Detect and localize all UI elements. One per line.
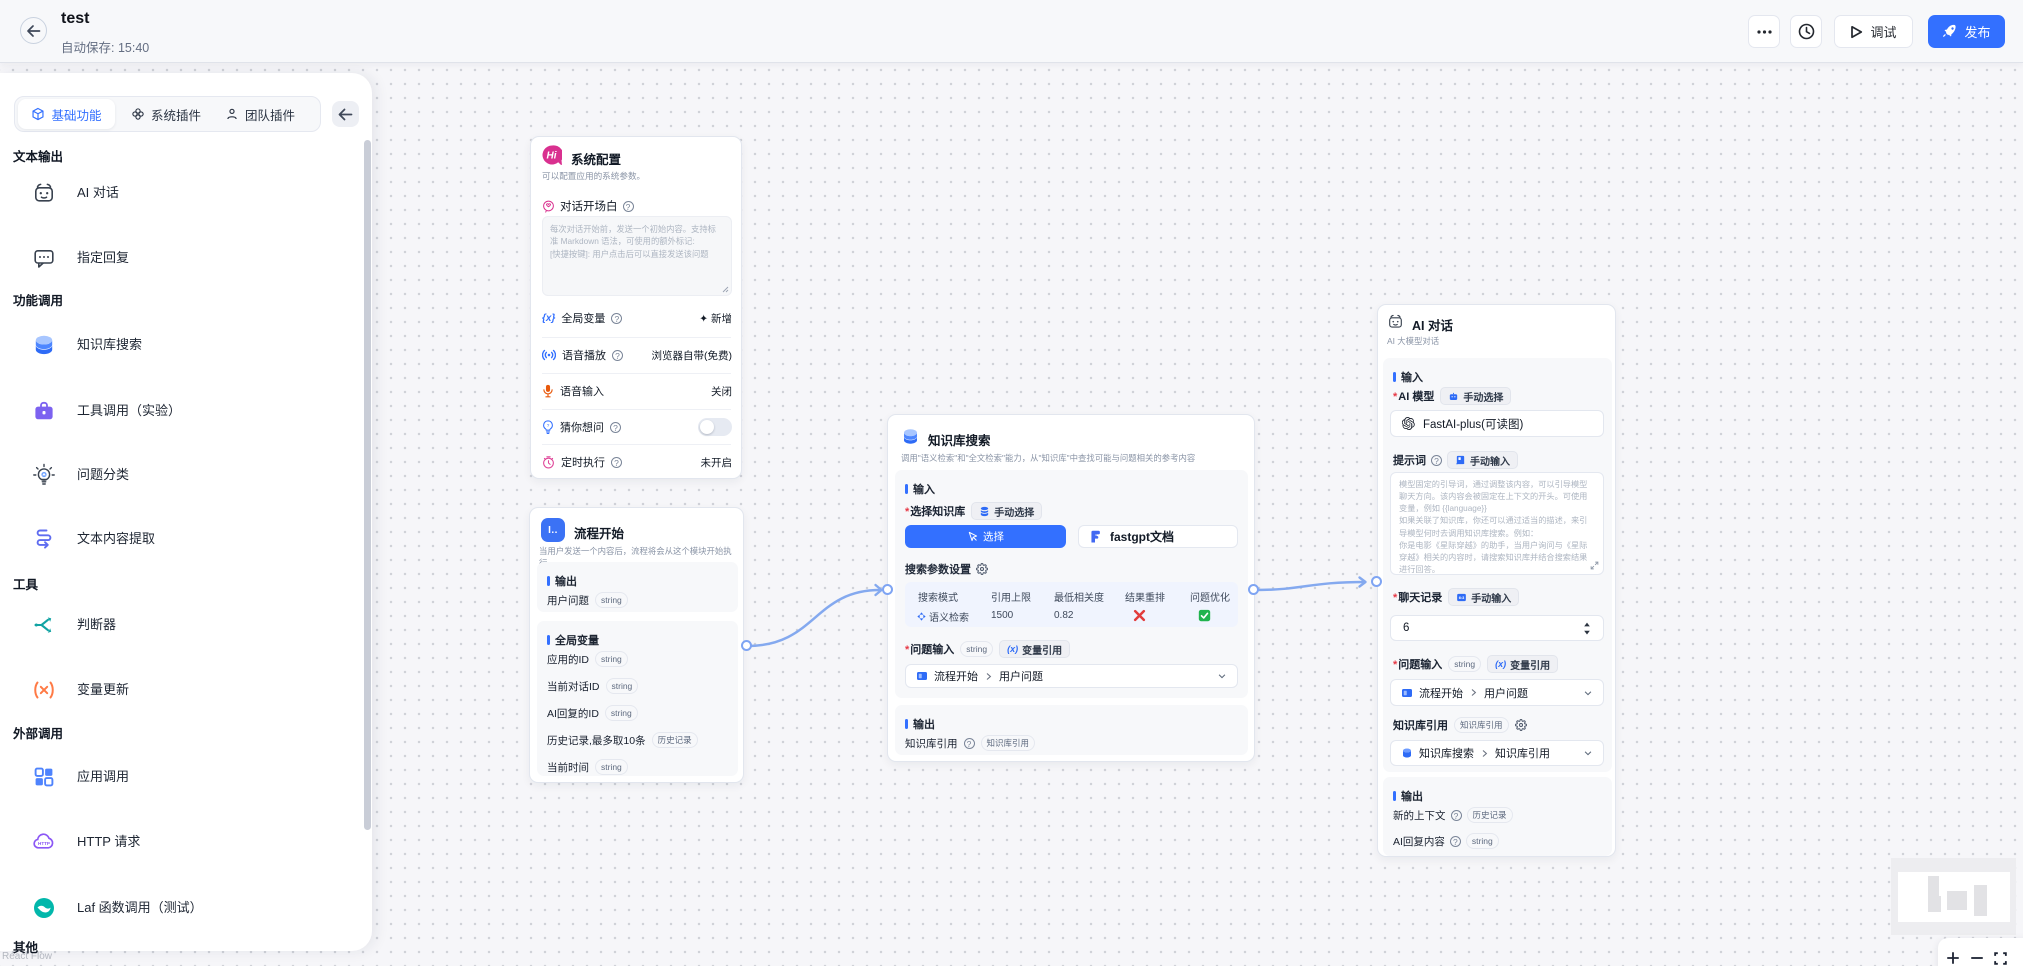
svg-text:6:3: 6:3 xyxy=(1459,595,1465,600)
svg-text:Hi: Hi xyxy=(547,151,557,162)
svg-text:?: ? xyxy=(547,423,550,428)
svg-text:HTTP: HTTP xyxy=(38,841,50,846)
